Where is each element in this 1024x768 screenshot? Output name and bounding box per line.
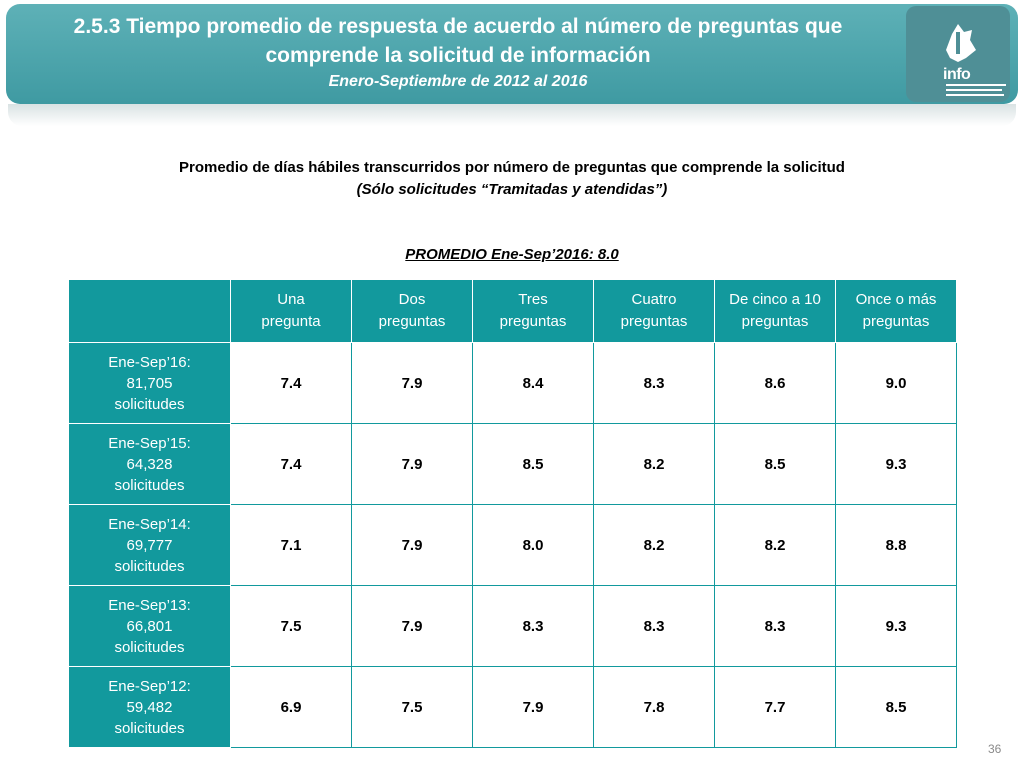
promedio-label: PROMEDIO Ene-Sep’2016: 8.0 [405, 246, 619, 263]
row-header: Ene-Sep’13: 66,801 solicitudes [68, 585, 231, 667]
table-cell: 8.3 [472, 585, 594, 667]
table-row: Ene-Sep’16: 81,705 solicitudes 7.4 7.9 8.4… [68, 342, 957, 424]
table-cell: 8.4 [472, 342, 594, 424]
banner-text: 2.5.3 Tiempo promedio de respuesta de ac… [20, 12, 896, 93]
table-cell: 7.9 [351, 504, 473, 586]
table-cell: 8.8 [835, 504, 957, 586]
table-cell: 9.3 [835, 585, 957, 667]
table-cell: 8.6 [714, 342, 836, 424]
table-cell: 7.5 [351, 666, 473, 748]
subtitle-line1: Promedio de días hábiles transcurridos p… [179, 159, 845, 176]
table-cell: 8.5 [714, 423, 836, 505]
table-cell: 7.8 [593, 666, 715, 748]
title-banner [6, 4, 1018, 104]
table-cell: 8.3 [593, 585, 715, 667]
page-period: Enero-Septiembre de 2012 al 2016 [328, 73, 588, 90]
table-cell: 7.4 [230, 342, 352, 424]
table-cell: 7.1 [230, 504, 352, 586]
table-cell: 8.5 [472, 423, 594, 505]
table-row: Ene-Sep’12: 59,482 solicitudes 6.9 7.5 7.9… [68, 666, 957, 748]
response-time-table: Una pregunta Dos preguntas Tres preguntas C… [68, 279, 957, 748]
column-header: Dos preguntas [351, 279, 473, 343]
column-header: Una pregunta [230, 279, 352, 343]
table-row: Ene-Sep’14: 69,777 solicitudes 7.1 7.9 8.0… [68, 504, 957, 586]
column-header: Once o más preguntas [835, 279, 957, 343]
table-cell: 7.9 [351, 342, 473, 424]
table-cell: 7.5 [230, 585, 352, 667]
table-cell: 7.9 [351, 423, 473, 505]
table-row: Ene-Sep’15: 64,328 solicitudes 7.4 7.9 8.5… [68, 423, 957, 505]
row-header: Ene-Sep’16: 81,705 solicitudes [68, 342, 231, 424]
table-cell: 7.7 [714, 666, 836, 748]
table-cell: 8.5 [835, 666, 957, 748]
subtitle-line2: (Sólo solicitudes “Tramitadas y atendida… [356, 181, 668, 198]
table-cell: 6.9 [230, 666, 352, 748]
row-header: Ene-Sep’12: 59,482 solicitudes [68, 666, 231, 748]
table-cell: 8.2 [593, 504, 715, 586]
banner-shadow [8, 104, 1016, 126]
table-cell: 8.0 [472, 504, 594, 586]
page-number: 36 [988, 742, 1002, 756]
table-header-row: Una pregunta Dos preguntas Tres preguntas C… [68, 279, 957, 343]
corner-cell [68, 279, 231, 343]
info-logo: info [906, 6, 1010, 102]
table-cell: 8.3 [593, 342, 715, 424]
row-header: Ene-Sep’15: 64,328 solicitudes [68, 423, 231, 505]
emblem-icon [946, 24, 1006, 96]
table-cell: 7.9 [472, 666, 594, 748]
table-cell: 8.3 [714, 585, 836, 667]
table-cell: 8.2 [593, 423, 715, 505]
column-header: Cuatro preguntas [593, 279, 715, 343]
table-cell: 9.0 [835, 342, 957, 424]
row-header: Ene-Sep’14: 69,777 solicitudes [68, 504, 231, 586]
column-header: Tres preguntas [472, 279, 594, 343]
table-subtitle: Promedio de días hábiles transcurridos p… [0, 157, 1024, 201]
table-row: Ene-Sep’13: 66,801 solicitudes 7.5 7.9 8.3… [68, 585, 957, 667]
logo-wordmark: info [943, 66, 971, 83]
table-cell: 7.4 [230, 423, 352, 505]
column-header: De cinco a 10 preguntas [714, 279, 836, 343]
table-cell: 7.9 [351, 585, 473, 667]
table-cell: 8.2 [714, 504, 836, 586]
page-title: 2.5.3 Tiempo promedio de respuesta de ac… [73, 15, 843, 67]
table-cell: 9.3 [835, 423, 957, 505]
